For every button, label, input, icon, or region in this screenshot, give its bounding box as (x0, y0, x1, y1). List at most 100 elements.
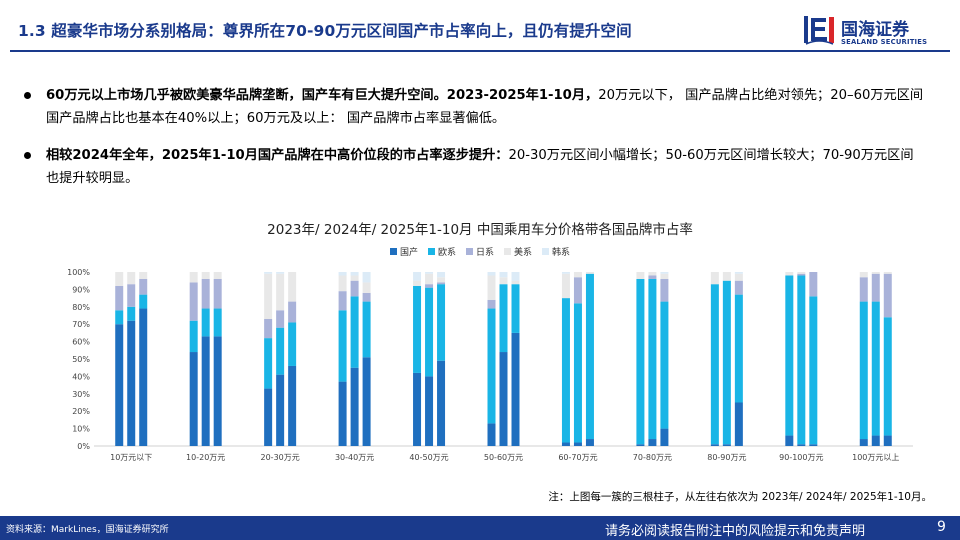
legend-item-rixi: 日系 (465, 245, 494, 258)
header: 1.3 超豪华市场分系别格局：尊界所在70-90万元区间国产市占率向上，且仍有提… (0, 0, 960, 58)
bar-segment-5 (362, 272, 371, 283)
y-tick-label: 70% (72, 320, 90, 329)
bar-segment-4 (127, 272, 136, 285)
bar-segment-2 (734, 294, 743, 403)
bar-segment-1 (585, 439, 594, 446)
bar-segment-2 (201, 308, 210, 337)
bar-segment-2 (585, 273, 594, 440)
bar-segment-4 (115, 272, 124, 286)
x-tick-label: 50-60万元 (484, 453, 523, 462)
bar-segment-1 (573, 442, 582, 446)
x-tick-label: 40-50万元 (409, 453, 448, 462)
x-tick-label: 10-20万元 (186, 453, 225, 462)
bullet-dot-icon (24, 92, 31, 99)
bar-segment-3 (213, 278, 222, 309)
bar-segment-5 (561, 272, 570, 274)
logo-en-text: SEALAND SECURITIES (841, 38, 928, 46)
bar-segment-3 (425, 284, 434, 288)
bar-segment-4 (636, 272, 645, 279)
bar-segment-3 (264, 318, 273, 339)
bar-segment-1 (809, 444, 818, 446)
bar-segment-5 (338, 272, 347, 276)
bar-segment-2 (338, 310, 347, 382)
bar-segment-2 (276, 327, 285, 375)
bar-segment-4 (722, 272, 731, 281)
y-tick-label: 100% (67, 268, 90, 277)
company-logo: 国海证券 SEALAND SECURITIES (803, 14, 953, 48)
legend-swatch (542, 248, 550, 255)
bar-segment-4 (734, 273, 743, 281)
bar-segment-2 (859, 301, 868, 440)
bar-segment-3 (797, 273, 806, 276)
bar-segment-2 (139, 294, 148, 309)
bar-segment-4 (264, 273, 273, 319)
bar-segment-2 (115, 310, 124, 325)
bar-segment-2 (413, 285, 422, 373)
bar-segment-4 (585, 272, 594, 274)
bar-segment-1 (201, 336, 210, 446)
chart-title: 2023年/ 2024年/ 2025年1-10月 中国乘用车分价格带各国品牌市占… (267, 222, 693, 238)
x-tick-label: 60-70万元 (558, 453, 597, 462)
bar-segment-5 (276, 272, 285, 274)
bar-segment-2 (437, 284, 446, 361)
bar-segment-1 (338, 381, 347, 446)
bar-segment-4 (660, 273, 669, 279)
bar-segment-2 (350, 296, 359, 368)
legend-label: 韩系 (552, 248, 571, 258)
y-tick-label: 30% (72, 390, 90, 399)
bar-segment-1 (648, 439, 657, 446)
bar-segment-5 (437, 272, 446, 278)
bar-segment-2 (722, 280, 731, 445)
legend-label: 国产 (399, 248, 418, 258)
bar-segment-2 (785, 275, 794, 436)
y-tick-label: 0% (77, 442, 90, 451)
bar-segment-2 (425, 287, 434, 377)
bar-segment-5 (499, 272, 508, 278)
bar-segment-3 (127, 284, 136, 307)
legend-swatch (427, 248, 435, 255)
y-tick-label: 40% (72, 372, 90, 381)
x-tick-label: 70-80万元 (633, 453, 672, 462)
bar-segment-1 (660, 428, 669, 446)
bar-segment-3 (883, 273, 892, 318)
bar-segment-2 (127, 306, 136, 321)
bar-segment-3 (189, 282, 198, 321)
x-tick-label: 30-40万元 (335, 453, 374, 462)
bar-segment-2 (797, 275, 806, 445)
header-divider (10, 50, 950, 52)
market-share-chart: 0% 10% 20% 30% 40% 50% 60% 70% 80% 90% 100% 10万元以下 1… (67, 268, 913, 462)
y-tick-label: 80% (72, 303, 90, 312)
y-tick-label: 90% (72, 285, 90, 294)
bar-segment-1 (487, 423, 496, 446)
bar-segment-1 (362, 357, 371, 446)
bar-segment-1 (139, 308, 148, 446)
bar-segment-4 (201, 272, 210, 279)
bar-segment-2 (660, 301, 669, 429)
bar-segment-2 (213, 308, 222, 337)
bar-segment-4 (573, 272, 582, 278)
bar-segment-2 (710, 284, 719, 445)
page-title: 1.3 超豪华市场分系别格局：尊界所在70-90万元区间国产市占率向上，且仍有提… (18, 22, 632, 40)
bar-segment-1 (797, 444, 806, 446)
bar-segment-3 (288, 301, 297, 323)
bar-segment-1 (413, 372, 422, 446)
bar-segment-1 (189, 352, 198, 446)
legend-swatch (389, 248, 397, 255)
y-tick-label: 50% (72, 355, 90, 364)
bar-segment-2 (511, 284, 520, 333)
bar-segment-1 (276, 374, 285, 446)
bar-segment-1 (561, 442, 570, 446)
bar-segment-3 (276, 310, 285, 328)
bar-segment-1 (722, 444, 731, 446)
bar-segment-1 (288, 365, 297, 446)
bar-segment-2 (648, 278, 657, 440)
legend-swatch (504, 248, 511, 255)
disclaimer-text: 请务必阅读报告附注中的风险提示和免责声明 (605, 524, 866, 539)
bar-segment-4 (511, 280, 520, 285)
bar-segment-3 (573, 277, 582, 304)
bar-segment-3 (362, 292, 371, 302)
legend-label: 美系 (514, 248, 533, 258)
bar-segment-4 (648, 272, 657, 276)
bar-segment-3 (350, 280, 359, 297)
bar-segment-2 (189, 320, 198, 353)
